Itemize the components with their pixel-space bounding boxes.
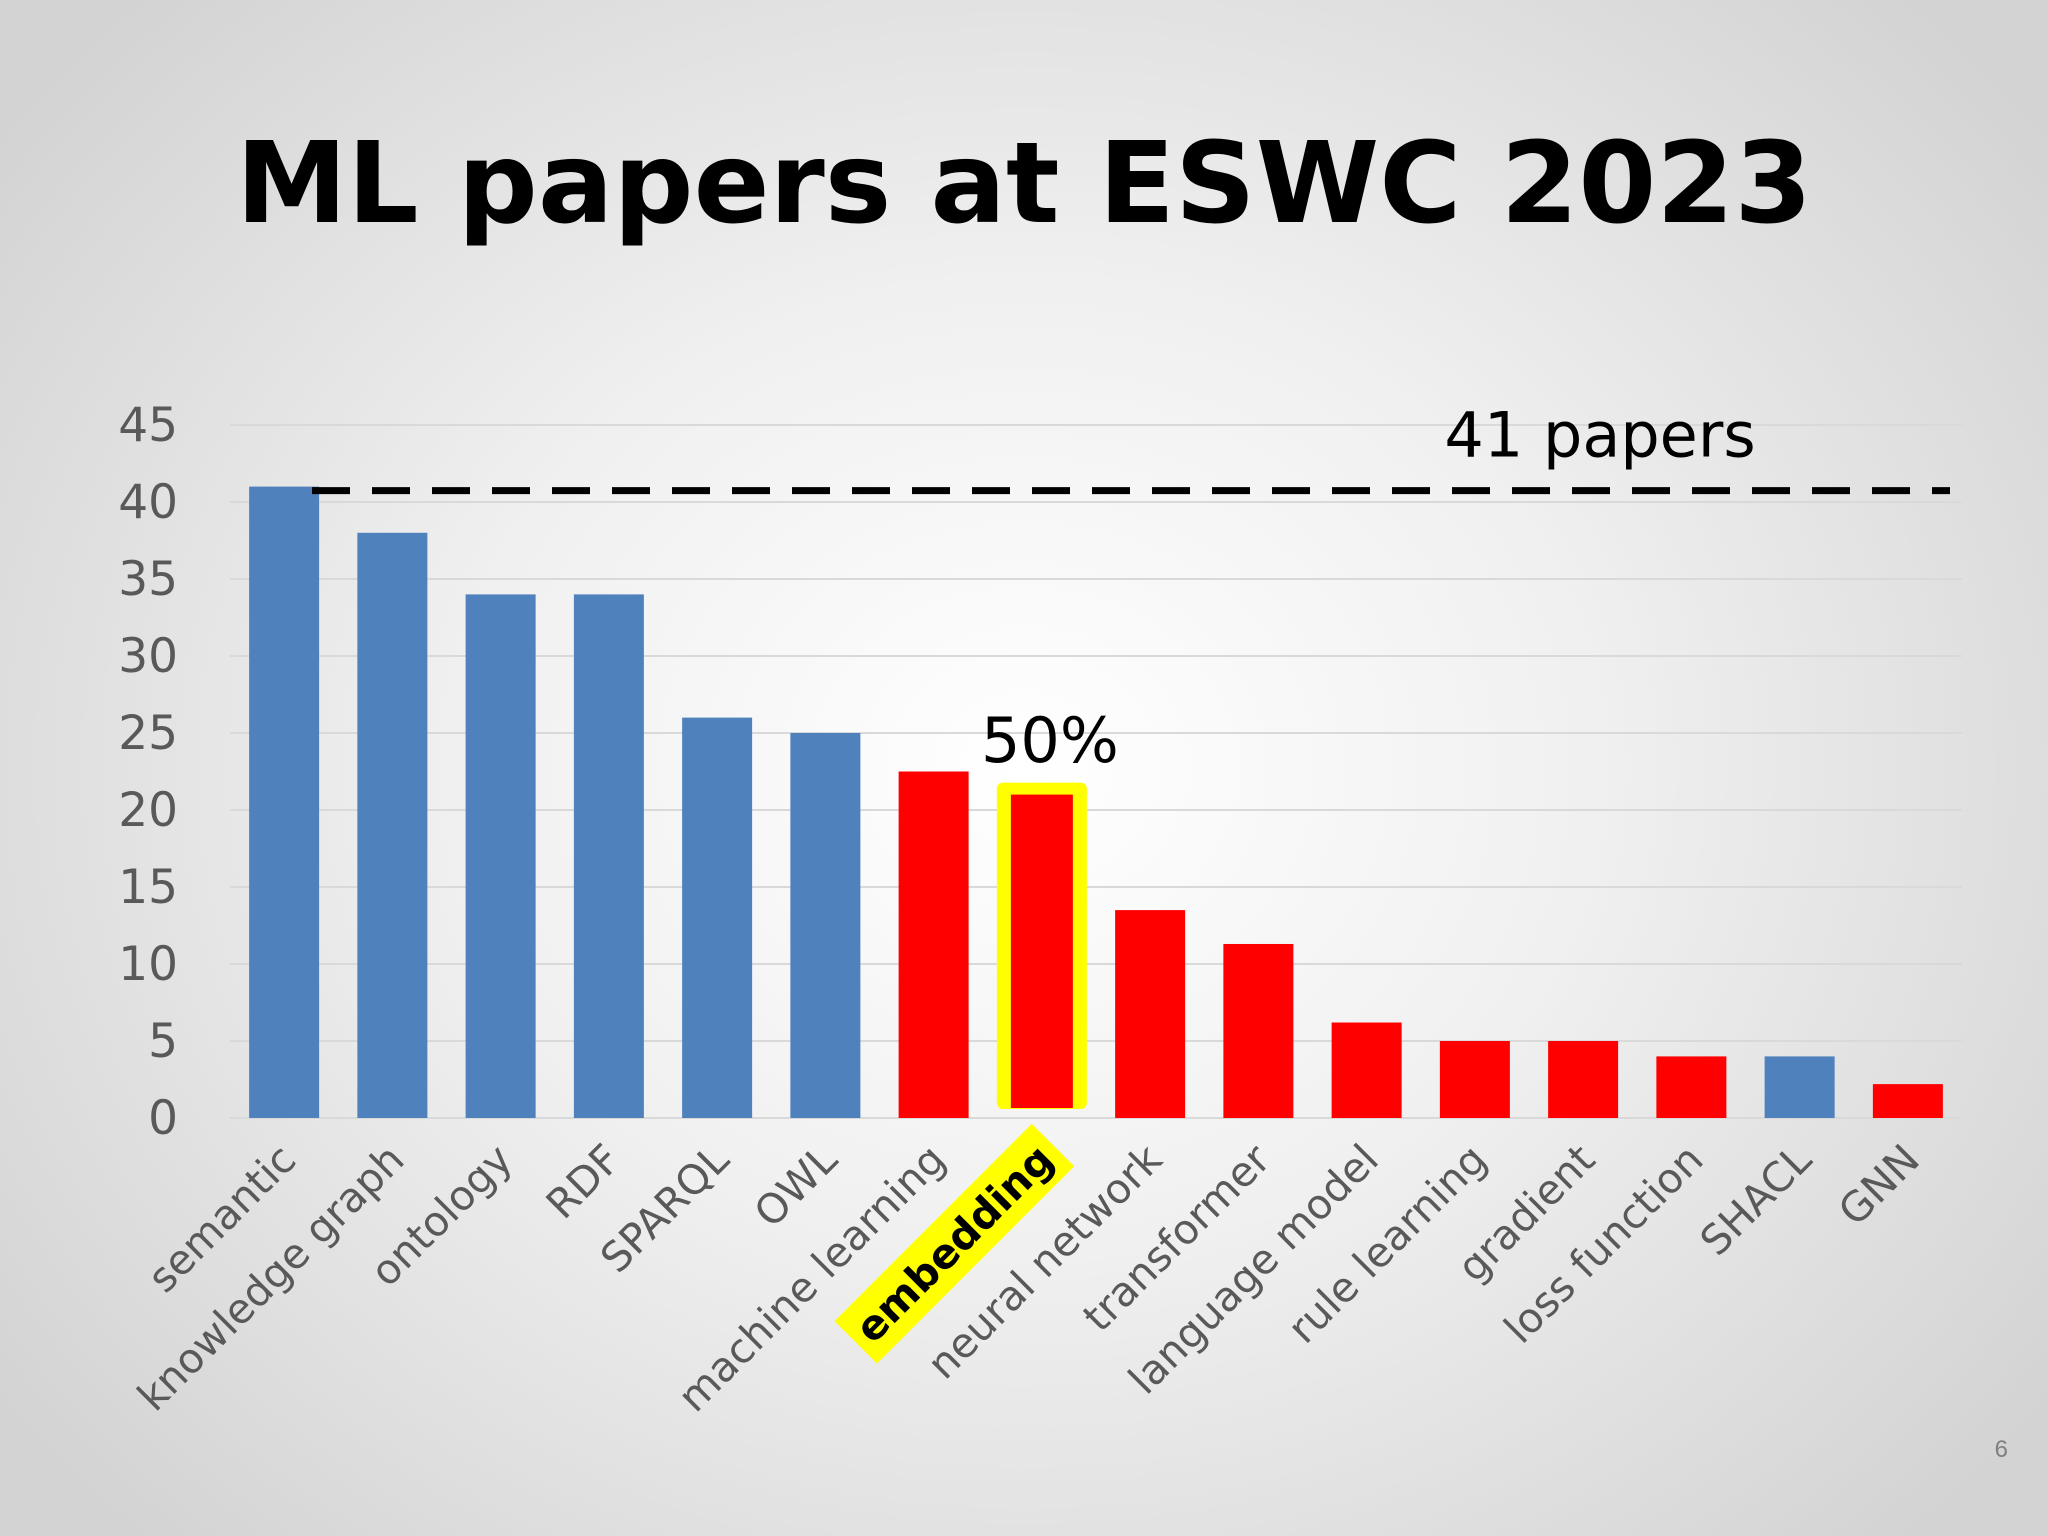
x-tick-label: OWL <box>745 1135 847 1237</box>
slide-title: ML papers at ESWC 2023 <box>235 119 1813 249</box>
x-tick-label-group: RDF <box>537 1135 630 1228</box>
x-tick-label-group: GNN <box>1829 1135 1929 1235</box>
y-tick-label: 40 <box>118 475 178 530</box>
y-axis-ticks: 0 5 10 15 20 25 30 35 40 45 <box>118 398 178 1146</box>
bar <box>1872 1084 1943 1118</box>
y-tick-label: 25 <box>118 706 178 761</box>
bar <box>1223 943 1294 1118</box>
bar <box>1548 1041 1619 1118</box>
y-tick-label: 45 <box>118 398 178 453</box>
bar <box>465 594 536 1118</box>
y-tick-label: 0 <box>148 1091 178 1146</box>
x-tick-label: SHACL <box>1691 1135 1821 1265</box>
x-tick-label: RDF <box>537 1135 630 1228</box>
x-tick-label-group: OWL <box>745 1135 847 1237</box>
x-tick-label: GNN <box>1829 1135 1929 1235</box>
annotations: 50% <box>981 704 1119 777</box>
bar <box>790 733 861 1118</box>
bar <box>1331 1022 1402 1118</box>
page-number: 6 <box>1994 1436 2008 1463</box>
bar <box>682 717 753 1118</box>
label-highlight <box>834 1123 1075 1364</box>
bar <box>357 532 428 1118</box>
x-tick-label: transformer <box>1074 1135 1280 1341</box>
y-tick-label: 10 <box>118 937 178 992</box>
y-tick-label: 20 <box>118 783 178 838</box>
reference-line-label: 41 papers <box>1444 399 1755 472</box>
bar <box>1656 1056 1727 1118</box>
percentage-annotation: 50% <box>981 704 1119 777</box>
bar <box>1764 1056 1835 1118</box>
bar <box>1010 794 1073 1108</box>
bar <box>1115 910 1186 1118</box>
y-tick-label: 35 <box>118 552 178 607</box>
y-tick-label: 5 <box>148 1014 178 1069</box>
bar <box>249 486 320 1119</box>
x-tick-label-group: SHACL <box>1691 1135 1821 1265</box>
x-tick-label-group: transformer <box>1074 1135 1280 1341</box>
y-tick-label: 15 <box>118 860 178 915</box>
bar <box>1439 1041 1510 1118</box>
bar <box>573 594 644 1118</box>
reference-line-group: 41 papers <box>312 399 1950 495</box>
y-tick-label: 30 <box>118 629 178 684</box>
bars <box>249 486 1943 1119</box>
bar <box>898 771 969 1118</box>
